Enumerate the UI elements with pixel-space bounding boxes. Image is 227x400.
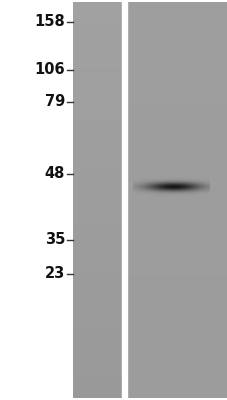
Text: 106: 106 [34, 62, 65, 78]
Text: 79: 79 [44, 94, 65, 110]
Text: 23: 23 [44, 266, 65, 282]
Text: 48: 48 [44, 166, 65, 182]
Text: 35: 35 [44, 232, 65, 248]
Text: 158: 158 [34, 14, 65, 30]
